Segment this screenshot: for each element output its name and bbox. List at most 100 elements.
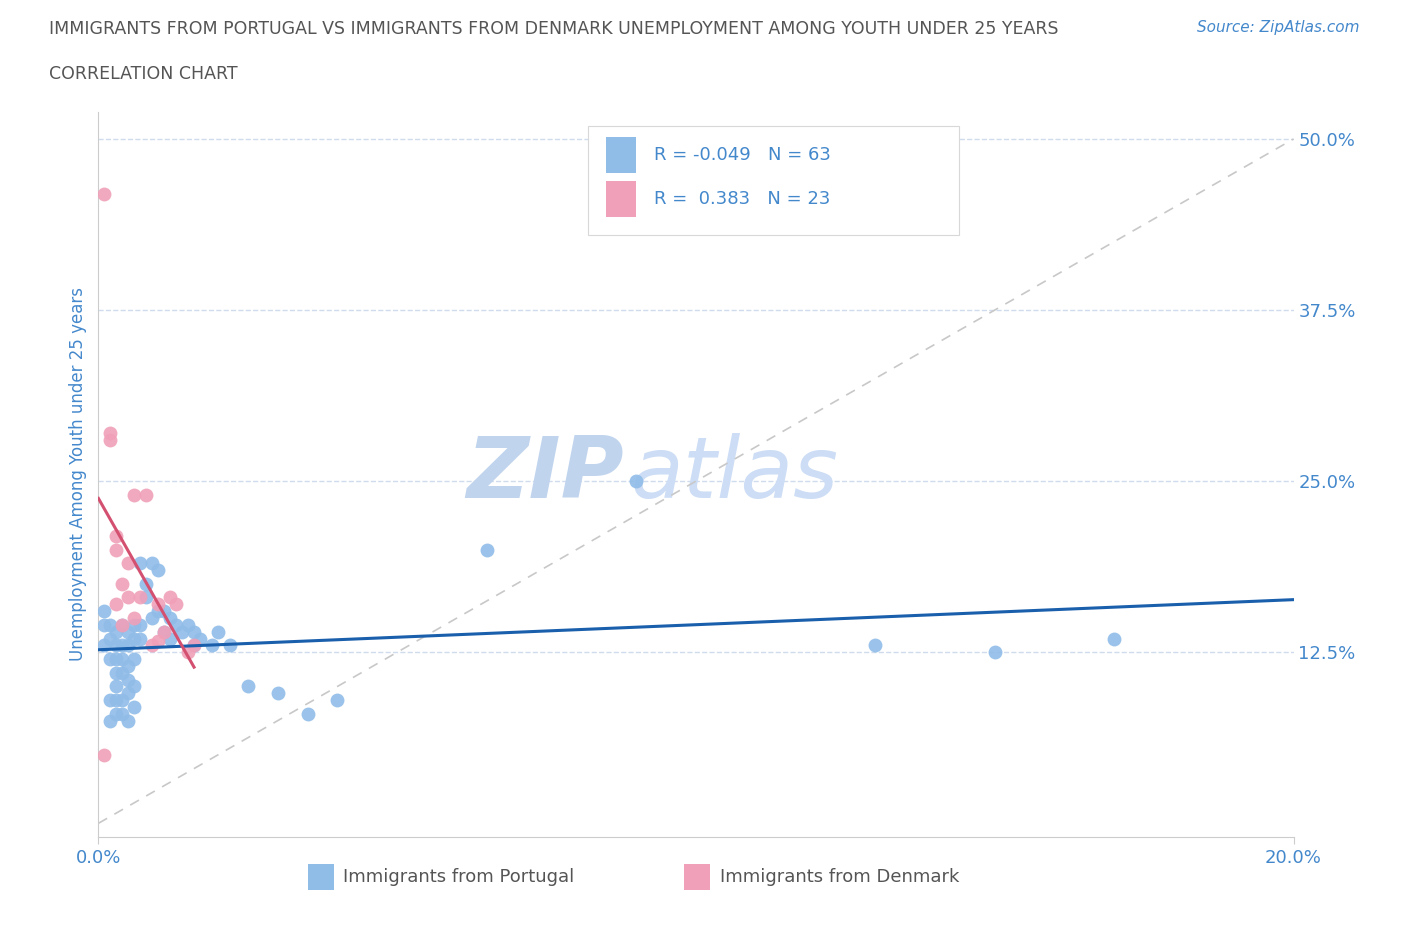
Point [267,685,290,700]
Point [93,748,115,763]
Point [111,638,134,653]
Point [153,604,176,618]
Text: atlas: atlas [630,432,838,516]
Point [165,597,187,612]
Point [111,618,134,632]
Text: ZIP: ZIP [467,432,624,516]
Point [219,638,242,653]
Point [105,679,128,694]
Text: Immigrants from Denmark: Immigrants from Denmark [720,868,959,886]
Point [183,638,205,653]
Point [129,556,152,571]
Text: R =  0.383   N = 23: R = 0.383 N = 23 [654,190,831,207]
Point [111,693,134,708]
Point [177,644,200,659]
Point [111,707,134,722]
Point [98,432,122,447]
Text: R = -0.049   N = 63: R = -0.049 N = 63 [654,146,831,164]
Point [177,618,200,632]
Point [124,618,146,632]
Point [236,679,259,694]
Point [865,638,887,653]
Text: CORRELATION CHART: CORRELATION CHART [49,65,238,83]
Point [111,618,134,632]
Point [93,618,115,632]
Point [159,631,181,646]
Point [153,624,176,639]
Point [984,644,1007,659]
Point [117,624,139,639]
Point [105,528,128,543]
Point [117,556,139,571]
Point [124,699,146,714]
Point [135,487,157,502]
Point [93,186,115,201]
Point [124,679,146,694]
Point [105,652,128,667]
Point [148,634,170,649]
Point [297,707,319,722]
Point [105,597,128,612]
Point [141,638,163,653]
FancyBboxPatch shape [589,126,959,235]
Point [135,590,157,604]
FancyBboxPatch shape [606,180,637,217]
Point [183,638,205,653]
Text: IMMIGRANTS FROM PORTUGAL VS IMMIGRANTS FROM DENMARK UNEMPLOYMENT AMONG YOUTH UND: IMMIGRANTS FROM PORTUGAL VS IMMIGRANTS F… [49,20,1059,38]
Point [626,473,648,488]
Point [105,665,128,680]
Point [188,631,211,646]
Point [117,713,139,728]
Text: Source: ZipAtlas.com: Source: ZipAtlas.com [1197,20,1360,35]
Point [135,577,157,591]
Point [159,590,181,604]
Point [98,652,122,667]
Point [129,631,152,646]
FancyBboxPatch shape [606,137,637,173]
Point [105,542,128,557]
Point [124,631,146,646]
Point [141,611,163,626]
Point [153,624,176,639]
Point [105,693,128,708]
Point [117,658,139,673]
Y-axis label: Unemployment Among Youth under 25 years: Unemployment Among Youth under 25 years [69,287,87,661]
Point [93,638,115,653]
Point [148,563,170,578]
Point [117,685,139,700]
Point [111,665,134,680]
Point [172,624,194,639]
FancyBboxPatch shape [308,864,333,890]
Point [98,713,122,728]
Point [98,631,122,646]
Point [129,618,152,632]
Text: Immigrants from Portugal: Immigrants from Portugal [343,868,575,886]
Point [207,624,229,639]
Point [117,638,139,653]
Point [98,693,122,708]
Point [111,577,134,591]
Point [124,487,146,502]
Point [159,611,181,626]
Point [98,426,122,441]
Point [93,604,115,618]
Point [1104,631,1126,646]
Point [111,652,134,667]
Point [124,652,146,667]
Point [148,604,170,618]
Point [124,611,146,626]
Point [165,618,187,632]
Point [117,672,139,687]
Point [201,638,224,653]
Point [105,624,128,639]
Point [105,707,128,722]
Point [475,542,498,557]
Point [183,624,205,639]
Point [105,638,128,653]
FancyBboxPatch shape [685,864,710,890]
Point [98,618,122,632]
Point [326,693,349,708]
Point [148,597,170,612]
Point [117,590,139,604]
Point [141,556,163,571]
